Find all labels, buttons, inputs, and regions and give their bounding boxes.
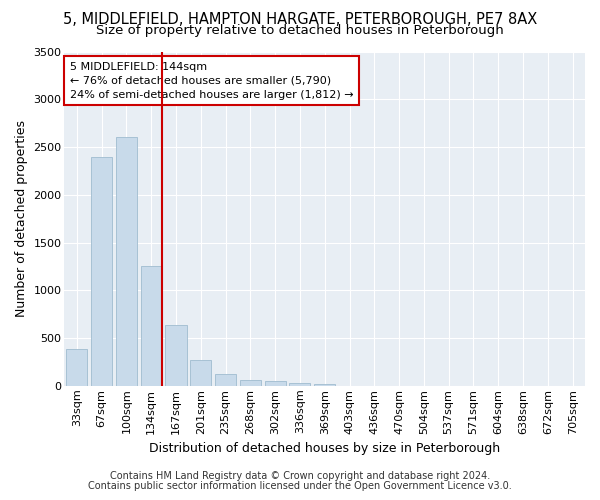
Text: Contains public sector information licensed under the Open Government Licence v3: Contains public sector information licen… xyxy=(88,481,512,491)
Bar xyxy=(166,324,187,386)
Y-axis label: Number of detached properties: Number of detached properties xyxy=(15,120,28,317)
Text: 5 MIDDLEFIELD: 144sqm
← 76% of detached houses are smaller (5,790)
24% of semi-d: 5 MIDDLEFIELD: 144sqm ← 76% of detached … xyxy=(70,62,353,100)
Bar xyxy=(240,380,261,386)
Bar xyxy=(314,384,335,386)
Bar xyxy=(215,374,236,386)
Bar xyxy=(190,360,211,386)
X-axis label: Distribution of detached houses by size in Peterborough: Distribution of detached houses by size … xyxy=(149,442,500,455)
Text: Contains HM Land Registry data © Crown copyright and database right 2024.: Contains HM Land Registry data © Crown c… xyxy=(110,471,490,481)
Text: 5, MIDDLEFIELD, HAMPTON HARGATE, PETERBOROUGH, PE7 8AX: 5, MIDDLEFIELD, HAMPTON HARGATE, PETERBO… xyxy=(63,12,537,28)
Bar xyxy=(265,381,286,386)
Bar xyxy=(140,266,162,386)
Text: Size of property relative to detached houses in Peterborough: Size of property relative to detached ho… xyxy=(96,24,504,37)
Bar xyxy=(116,138,137,386)
Bar xyxy=(67,348,88,386)
Bar xyxy=(91,156,112,386)
Bar xyxy=(289,382,310,386)
